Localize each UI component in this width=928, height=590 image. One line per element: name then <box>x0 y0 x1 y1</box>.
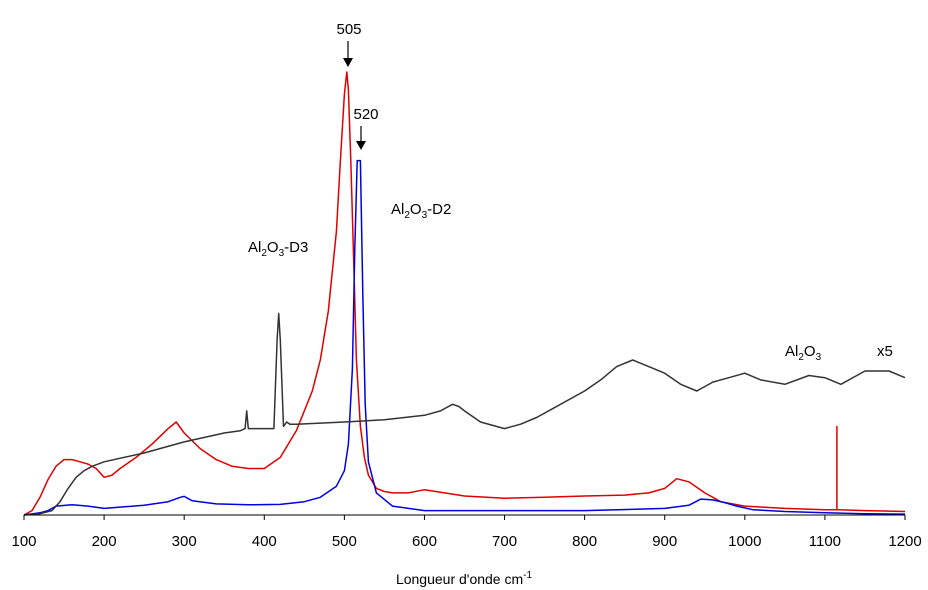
peak-arrow-520-head <box>356 141 366 150</box>
x-tick-label: 100 <box>11 533 36 550</box>
peak-arrow-505-head <box>343 58 353 67</box>
x-tick-label: 1000 <box>728 533 761 550</box>
label-al2o3-d2: Al2O3-D2 <box>391 201 451 221</box>
label-al2o3: Al2O3 <box>785 343 822 363</box>
x-axis-title: Longueur d'onde cm-1 <box>396 570 533 587</box>
label-scale-x5: x5 <box>877 343 893 360</box>
x-tick-label: 500 <box>332 533 357 550</box>
series-line-2 <box>23 159 906 516</box>
x-tick-label: 400 <box>252 533 277 550</box>
peak-label-520: 520 <box>353 106 378 123</box>
x-tick-label: 300 <box>172 533 197 550</box>
series-layer <box>23 71 906 516</box>
label-al2o3-d3: Al2O3-D3 <box>248 239 308 259</box>
x-tick-label: 900 <box>652 533 677 550</box>
x-tick-label: 200 <box>92 533 117 550</box>
x-tick-label: 600 <box>412 533 437 550</box>
peak-label-505: 505 <box>336 21 361 38</box>
series-line-1 <box>23 71 906 516</box>
x-tick-label: 1100 <box>809 533 841 550</box>
x-tick-label: 1200 <box>888 533 921 550</box>
x-tick-label: 700 <box>492 533 517 550</box>
x-tick-label: 800 <box>572 533 597 550</box>
series-line-3 <box>23 312 906 516</box>
x-tick-layer: 100 200 300 400 500 600 700 800 900 1000 1100 1200 <box>11 515 922 550</box>
